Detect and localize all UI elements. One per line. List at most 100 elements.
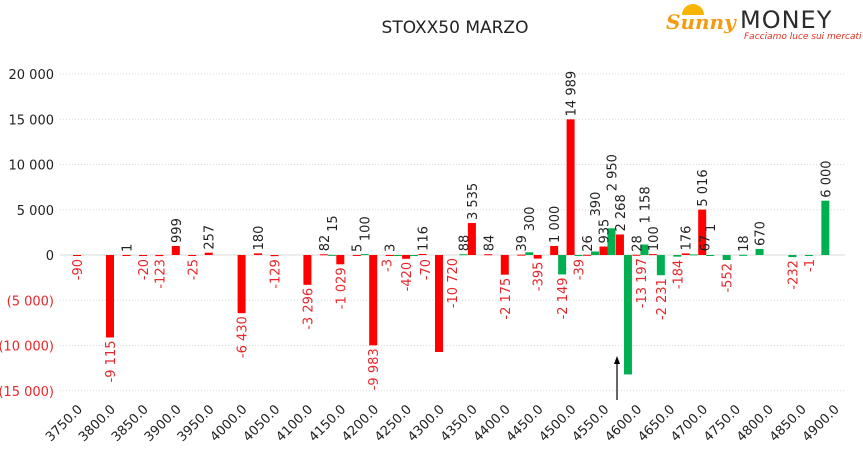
red-bar	[533, 255, 542, 259]
red-bar	[566, 119, 575, 255]
data-label: 18	[737, 235, 752, 252]
data-label: -20	[137, 259, 152, 280]
red-bar	[517, 254, 526, 256]
y-tick-label: 20 000	[9, 68, 55, 83]
red-bar	[204, 252, 213, 255]
data-label: -1 029	[334, 267, 349, 309]
data-label: -3	[381, 259, 396, 272]
red-bar	[336, 255, 345, 265]
data-label: 670	[754, 221, 769, 246]
green-bar	[459, 254, 468, 256]
red-bar	[155, 255, 164, 257]
data-label: 3	[384, 244, 399, 252]
data-label: 100	[359, 216, 374, 241]
green-bar	[656, 255, 665, 276]
data-label: 1	[704, 224, 719, 232]
red-bar	[681, 253, 690, 255]
data-label: 1 158	[638, 186, 653, 223]
green-bar	[623, 255, 632, 375]
red-bar	[106, 255, 114, 338]
y-tick-label: 15 000	[9, 113, 55, 128]
red-bar	[632, 254, 641, 256]
data-label: 15	[326, 215, 341, 232]
data-label: -90	[71, 259, 86, 280]
red-bar	[500, 255, 509, 275]
red-bar	[615, 234, 624, 255]
green-bar	[739, 254, 748, 256]
y-tick-label: 5 000	[17, 204, 54, 219]
data-label: -2 149	[556, 277, 571, 319]
x-tick-label: 4900.0	[800, 402, 843, 445]
data-label: 88	[457, 235, 472, 252]
data-label: 2 950	[606, 154, 621, 191]
data-label: -10 720	[446, 258, 461, 308]
red-bar	[237, 255, 246, 314]
red-bar	[484, 254, 493, 256]
red-bar	[698, 209, 707, 255]
data-label: 26	[581, 235, 596, 252]
data-label: -129	[269, 259, 284, 289]
data-label: -9 983	[367, 348, 382, 390]
red-bar	[188, 255, 197, 256]
green-bar	[360, 254, 369, 256]
data-label: -13 197	[635, 258, 650, 308]
red-bar	[648, 254, 657, 256]
red-bar	[550, 245, 559, 255]
data-label: 82	[318, 235, 333, 252]
data-label: 390	[589, 192, 604, 217]
y-tick-label: (5 000)	[7, 294, 54, 309]
red-bar	[402, 255, 411, 259]
data-label: 84	[482, 235, 497, 252]
data-label: -1	[803, 259, 818, 272]
data-label: 3 535	[466, 183, 481, 220]
data-label: 100	[647, 226, 662, 251]
green-bar	[788, 255, 797, 258]
data-label: 300	[523, 206, 538, 231]
green-bar	[410, 255, 419, 256]
y-tick-label: 0	[46, 249, 54, 264]
data-label: 1	[120, 244, 135, 252]
data-label: 180	[252, 226, 267, 251]
data-label: 999	[170, 218, 185, 243]
data-label: -3 296	[301, 288, 316, 330]
red-bar	[254, 253, 263, 255]
green-bar	[327, 254, 336, 256]
data-label: -232	[786, 260, 801, 290]
data-label: 935	[598, 219, 613, 244]
data-label: -2 231	[655, 278, 670, 320]
data-label: 28	[630, 235, 645, 252]
data-label: 176	[680, 226, 695, 251]
y-tick-label: 10 000	[9, 159, 55, 174]
data-label: -70	[419, 259, 434, 280]
data-label: 116	[417, 226, 432, 251]
red-bar	[352, 254, 361, 256]
green-bar	[804, 255, 813, 256]
data-label: 257	[203, 225, 218, 250]
red-bar	[270, 255, 279, 257]
green-bar	[722, 255, 731, 260]
red-bar	[171, 245, 180, 255]
chart-title: STOXX50 MARZO	[381, 18, 529, 38]
red-bar	[303, 255, 312, 285]
red-bar	[122, 254, 131, 256]
data-label: -395	[532, 262, 547, 292]
data-label: 2 268	[614, 194, 629, 231]
y-tick-label: (15 000)	[0, 385, 54, 400]
green-bar	[558, 255, 567, 275]
data-label: 5 016	[696, 169, 711, 206]
green-bar	[673, 255, 682, 257]
red-bar	[418, 253, 427, 255]
sunny-money-logo: Sunny MONEY Facciamo luce sui mercati	[662, 4, 862, 44]
green-bar	[706, 254, 715, 256]
data-label: -420	[400, 262, 415, 292]
green-bar	[640, 244, 649, 255]
green-bar	[591, 251, 600, 255]
data-label: -9 115	[104, 340, 119, 382]
data-label: 1 000	[548, 206, 563, 243]
green-bar	[755, 248, 764, 255]
red-bar	[467, 223, 476, 255]
logo-money: MONEY	[740, 6, 833, 34]
data-label: -6 430	[236, 316, 251, 358]
